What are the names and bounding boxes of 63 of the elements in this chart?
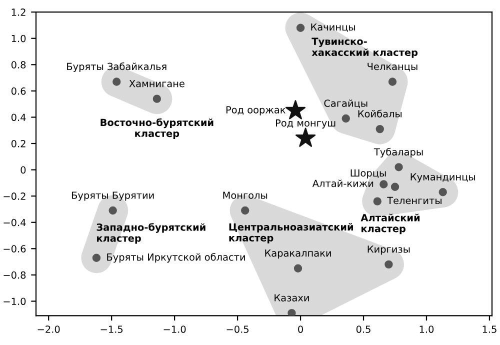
point <box>384 260 393 269</box>
point <box>296 24 305 32</box>
point <box>376 124 384 134</box>
annotation: Сагайцы <box>324 99 368 108</box>
annotation: Шорцы <box>350 169 386 179</box>
point <box>241 206 250 215</box>
annotation: Каракалпаки <box>265 250 331 259</box>
y-tick-label: −1.0 <box>4 298 26 306</box>
point <box>342 114 350 123</box>
series-label: Западно-бурятский кластер <box>96 223 206 244</box>
x-tick-label: 1.0 <box>420 326 434 333</box>
point <box>373 197 382 206</box>
annotation: Буряты Бурятии <box>72 192 154 201</box>
y-tick-label: −0.6 <box>4 245 26 252</box>
y-tick-label: −0.2 <box>4 192 26 200</box>
annotation: Буряты Иркутской области <box>107 253 245 263</box>
point <box>92 254 101 262</box>
annotation: Койбалы <box>358 110 402 118</box>
annotation: Челканцы <box>368 62 418 72</box>
y-tick-label: 1.2 <box>12 8 26 16</box>
point <box>285 100 306 120</box>
annotation: Род ооржак <box>226 106 286 116</box>
point <box>380 180 388 188</box>
annotation: Буряты Забайкалья <box>67 62 166 72</box>
point <box>390 182 400 191</box>
x-tick-label: 0 <box>298 326 303 333</box>
point <box>108 206 117 215</box>
x-tick-label: 1.5 <box>482 326 496 333</box>
y-tick-label: 0.4 <box>11 114 26 122</box>
annotation: Киргизы <box>368 246 410 255</box>
y-tick-label: 1.0 <box>12 34 26 42</box>
point <box>288 308 296 316</box>
series-label: Тувинско- хакасский кластер <box>312 38 418 58</box>
annotation: Хамнигане <box>129 80 184 88</box>
y-tick-label: 0.8 <box>11 61 26 68</box>
annotation: Качинцы <box>311 23 355 32</box>
y-tick-label: 0.6 <box>11 87 26 95</box>
point <box>112 78 121 86</box>
x-tick-label: 0.5 <box>356 326 370 333</box>
y-tick-label: 0.2 <box>11 140 26 148</box>
x-tick-label: −2.0 <box>38 326 60 333</box>
point <box>294 264 302 272</box>
annotation: Тубалары <box>374 148 423 158</box>
annotation: Кумандинцы <box>410 173 476 182</box>
point <box>152 94 162 103</box>
y-tick-label: −0.8 <box>4 271 26 279</box>
annotation: Род монгуш <box>276 119 336 129</box>
text: Восточно-бурятский кластер <box>100 118 214 139</box>
series-label: Алтайский кластер <box>360 214 420 234</box>
annotation: Алтай-кижи <box>312 180 374 188</box>
annotation: Монголы <box>223 192 268 199</box>
point <box>296 128 316 147</box>
x-tick-label: −1.5 <box>100 326 123 333</box>
x-tick-label: −0.5 <box>226 326 248 333</box>
point <box>438 188 447 196</box>
annotation: Теленгиты <box>387 196 442 204</box>
y-tick-label: 0 <box>20 166 26 174</box>
series-label: Центральноазиатский кластер <box>229 223 353 244</box>
annotation: Казахи <box>274 294 309 302</box>
y-tick-label: −0.4 <box>4 218 26 226</box>
point <box>388 78 397 86</box>
point <box>394 163 403 172</box>
x-tick-label: −1.0 <box>164 326 186 333</box>
